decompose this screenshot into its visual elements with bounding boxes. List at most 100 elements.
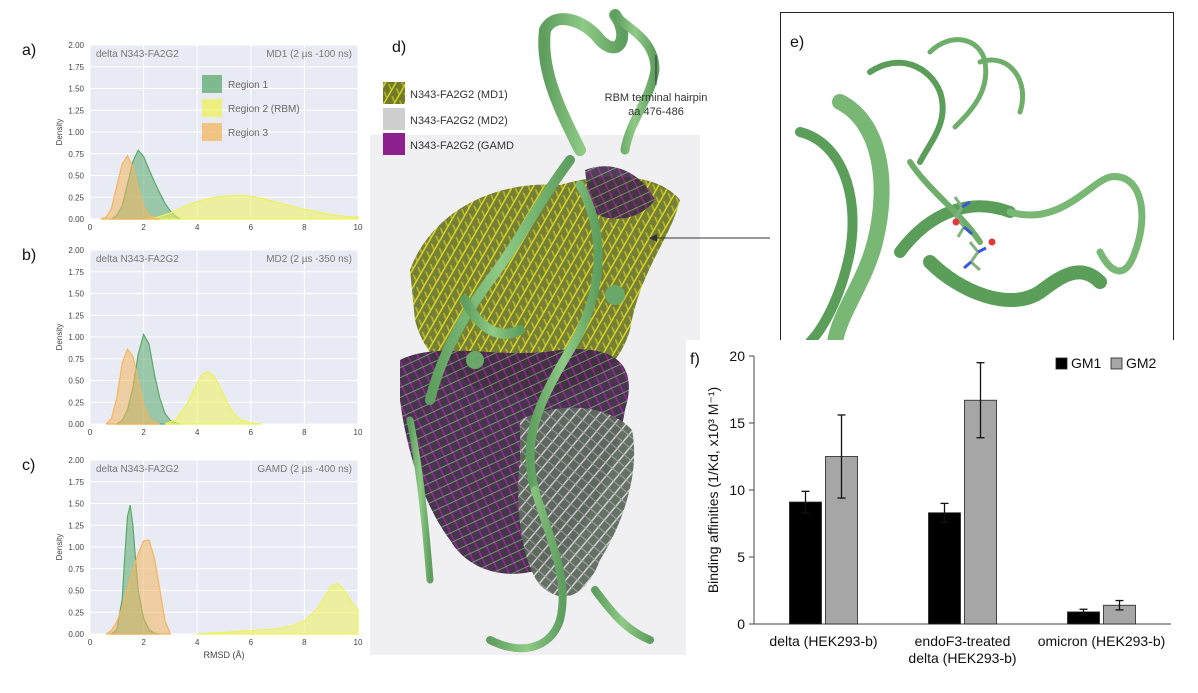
legend-swatch-md1 xyxy=(383,82,405,104)
bar-gm1-1 xyxy=(928,512,961,625)
legend-label-md2: N343-FA2G2 (MD2) xyxy=(410,115,508,127)
glycan-cloud-md1 xyxy=(410,176,680,396)
y-tick-label: 10 xyxy=(729,482,745,498)
density-plots: a) b) c) 0.00 0.25 0.50 0.75 1.00 1.25 1.50 1.7… xyxy=(22,41,363,660)
x-tick-label: 10 xyxy=(354,223,363,232)
bar-gm2-0 xyxy=(825,456,858,625)
y-axis-label: Density xyxy=(55,534,64,561)
legend-label-md1: N343-FA2G2 (MD1) xyxy=(410,89,508,101)
plot-subtitle: delta N343-FA2G2 xyxy=(96,464,179,475)
density-area-region2 xyxy=(197,582,359,635)
density-area-region3 xyxy=(105,347,160,425)
y-tick-label: 1.25 xyxy=(68,106,84,115)
bar-chart-background xyxy=(686,340,1191,680)
x-tick-label: 6 xyxy=(249,428,254,437)
y-tick-label: 0.50 xyxy=(68,172,84,181)
legend-swatch-gm1 xyxy=(1055,357,1068,370)
legend-label-region2: Region 2 (RBM) xyxy=(228,104,300,115)
structure-figure: d) N343-FA2G2 (MD1) N343-FA2G2 (MD2) N34… xyxy=(370,9,770,655)
y-tick-label: 1.00 xyxy=(68,333,84,342)
x-tick-label: 6 xyxy=(249,638,254,647)
legend-swatch-region3 xyxy=(202,123,222,141)
legend-swatch-region2 xyxy=(202,99,222,117)
plot-title: MD2 (2 µs -350 ns) xyxy=(266,254,352,265)
x-tick-label: 0 xyxy=(88,428,93,437)
bar-gm1-0 xyxy=(789,501,822,625)
y-tick-label: 1.00 xyxy=(68,128,84,137)
x-tick-label: 8 xyxy=(302,638,307,647)
annotation-line2: aa 476-486 xyxy=(628,106,684,118)
y-tick-label: 1.25 xyxy=(68,311,84,320)
legend-swatch-gm2 xyxy=(1110,357,1123,370)
y-tick-label: 2.00 xyxy=(68,41,84,50)
y-tick-label: 0.00 xyxy=(68,215,84,224)
zoom-arrowhead xyxy=(649,234,657,242)
legend-swatch-gamd xyxy=(383,133,405,155)
y-tick-label: 1.50 xyxy=(68,500,84,509)
zoom-ribbon xyxy=(795,37,1146,347)
legend-label-gamd: N343-FA2G2 (GAMD xyxy=(410,140,514,152)
plot-subtitle: delta N343-FA2G2 xyxy=(96,254,179,265)
glycan-cloud-md2 xyxy=(518,407,635,597)
x-tick-label: 4 xyxy=(195,638,200,647)
category-label: omicron (HEK293-b) xyxy=(1038,633,1166,649)
zoom-sidechains xyxy=(952,196,996,272)
y-tick-label: 0.75 xyxy=(68,355,84,364)
plot-title: MD1 (2 µs -100 ns) xyxy=(266,49,352,60)
y-tick-label: 1.25 xyxy=(68,521,84,530)
y-tick-label: 0.75 xyxy=(68,565,84,574)
y-axis-label: Binding affinities (1/Kd, x10³ M⁻¹) xyxy=(705,387,721,593)
y-tick-label: 0.75 xyxy=(68,150,84,159)
y-tick-label: 0 xyxy=(737,616,745,632)
x-tick-label: 0 xyxy=(88,223,93,232)
category-label: delta (HEK293-b) xyxy=(769,633,877,649)
y-tick-label: 1.50 xyxy=(68,290,84,299)
plot-subtitle: delta N343-FA2G2 xyxy=(96,49,179,60)
y-axis-label: Density xyxy=(55,324,64,351)
panel-label-a: a) xyxy=(22,42,36,59)
y-tick-label: 0.50 xyxy=(68,587,84,596)
plot-title: GAMD (2 µs -400 ns) xyxy=(257,464,352,475)
x-tick-label: 2 xyxy=(141,223,146,232)
legend-label-region1: Region 1 xyxy=(228,80,268,91)
x-tick-label: 4 xyxy=(195,428,200,437)
x-tick-label: 8 xyxy=(302,428,307,437)
y-tick-label: 0.00 xyxy=(68,420,84,429)
bar-chart: f) 0 5 10 15 20 Binding affinities (1/Kd, x10… xyxy=(686,340,1191,680)
y-tick-label: 2.00 xyxy=(68,456,84,465)
density-area-region3 xyxy=(105,539,172,635)
structure-legend: N343-FA2G2 (MD1) N343-FA2G2 (MD2) N343-F… xyxy=(383,82,514,155)
protein-ribbon xyxy=(406,9,660,653)
legend-swatch-region1 xyxy=(202,75,222,93)
category-label: delta (HEK293-b) xyxy=(908,650,1016,666)
x-tick-label: 2 xyxy=(141,428,146,437)
density-plot-c: 0.00 0.25 0.50 0.75 1.00 1.25 1.50 1.75 2.00 0 2 4 6… xyxy=(55,456,363,660)
panel-label-b: b) xyxy=(22,247,36,264)
glycan-sphere xyxy=(605,285,625,305)
legend-swatch-md2 xyxy=(383,108,405,130)
y-tick-label: 0.25 xyxy=(68,608,84,617)
density-area-region2 xyxy=(164,371,262,425)
density-area-region2 xyxy=(143,194,359,220)
density-plot-b: 0.00 0.25 0.50 0.75 1.00 1.25 1.50 1.75 2.00 0 2 4 6… xyxy=(55,246,363,437)
y-tick-label: 5 xyxy=(737,549,745,565)
y-tick-label: 1.75 xyxy=(68,63,84,72)
y-tick-label: 0.25 xyxy=(68,398,84,407)
zoom-figure: e) xyxy=(780,12,1174,347)
density-plot-a: 0.00 0.25 0.50 0.75 1.00 1.25 1.50 1.75 2.00 0 2 4 6… xyxy=(55,41,363,232)
y-tick-label: 2.00 xyxy=(68,246,84,255)
x-tick-label: 8 xyxy=(302,223,307,232)
y-tick-label: 1.75 xyxy=(68,268,84,277)
glycan-sphere xyxy=(466,351,484,369)
panel-label-e: e) xyxy=(790,34,804,51)
x-tick-label: 4 xyxy=(195,223,200,232)
y-tick-label: 15 xyxy=(729,415,745,431)
legend-label-gm2: GM2 xyxy=(1126,355,1157,371)
x-tick-label: 10 xyxy=(354,428,363,437)
panel-label-c: c) xyxy=(22,457,35,474)
panel-label-f: f) xyxy=(690,351,700,368)
x-tick-label: 6 xyxy=(249,223,254,232)
panel-label-d: d) xyxy=(392,39,406,56)
x-tick-label: 0 xyxy=(88,638,93,647)
y-tick-label: 0.00 xyxy=(68,630,84,639)
